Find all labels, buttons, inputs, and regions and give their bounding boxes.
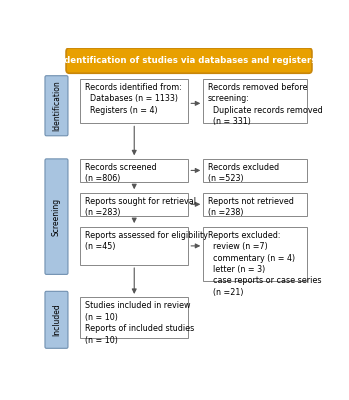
FancyBboxPatch shape: [45, 291, 68, 348]
FancyBboxPatch shape: [203, 159, 307, 182]
FancyBboxPatch shape: [80, 227, 188, 265]
FancyBboxPatch shape: [80, 79, 188, 124]
FancyBboxPatch shape: [203, 79, 307, 124]
FancyBboxPatch shape: [45, 76, 68, 136]
Text: Records screened
(n =806): Records screened (n =806): [85, 163, 157, 183]
FancyBboxPatch shape: [80, 298, 188, 338]
Text: Records excluded
(n =523): Records excluded (n =523): [208, 163, 279, 183]
Text: Screening: Screening: [52, 198, 61, 236]
FancyBboxPatch shape: [80, 159, 188, 182]
Text: Reports sought for retrieval
(n =283): Reports sought for retrieval (n =283): [85, 197, 196, 217]
FancyBboxPatch shape: [66, 48, 312, 73]
Text: Reports not retrieved
(n =238): Reports not retrieved (n =238): [208, 197, 294, 217]
Text: Records identified from:
  Databases (n = 1133)
  Registers (n = 4): Records identified from: Databases (n = …: [85, 83, 182, 115]
FancyBboxPatch shape: [203, 227, 307, 280]
FancyBboxPatch shape: [80, 193, 188, 216]
Text: Reports assessed for eligibility
(n =45): Reports assessed for eligibility (n =45): [85, 231, 208, 251]
Text: Included: Included: [52, 304, 61, 336]
FancyBboxPatch shape: [45, 159, 68, 274]
Text: Records removed before
screening:
  Duplicate records removed
  (n = 331): Records removed before screening: Duplic…: [208, 83, 323, 126]
Text: Reports excluded:
  review (n =7)
  commentary (n = 4)
  letter (n = 3)
  case r: Reports excluded: review (n =7) commenta…: [208, 231, 321, 297]
Text: Identification: Identification: [52, 80, 61, 131]
Text: Studies included in review
(n = 10)
Reports of included studies
(n = 10): Studies included in review (n = 10) Repo…: [85, 302, 194, 345]
Text: Identification of studies via databases and registers: Identification of studies via databases …: [61, 56, 317, 65]
FancyBboxPatch shape: [203, 193, 307, 216]
